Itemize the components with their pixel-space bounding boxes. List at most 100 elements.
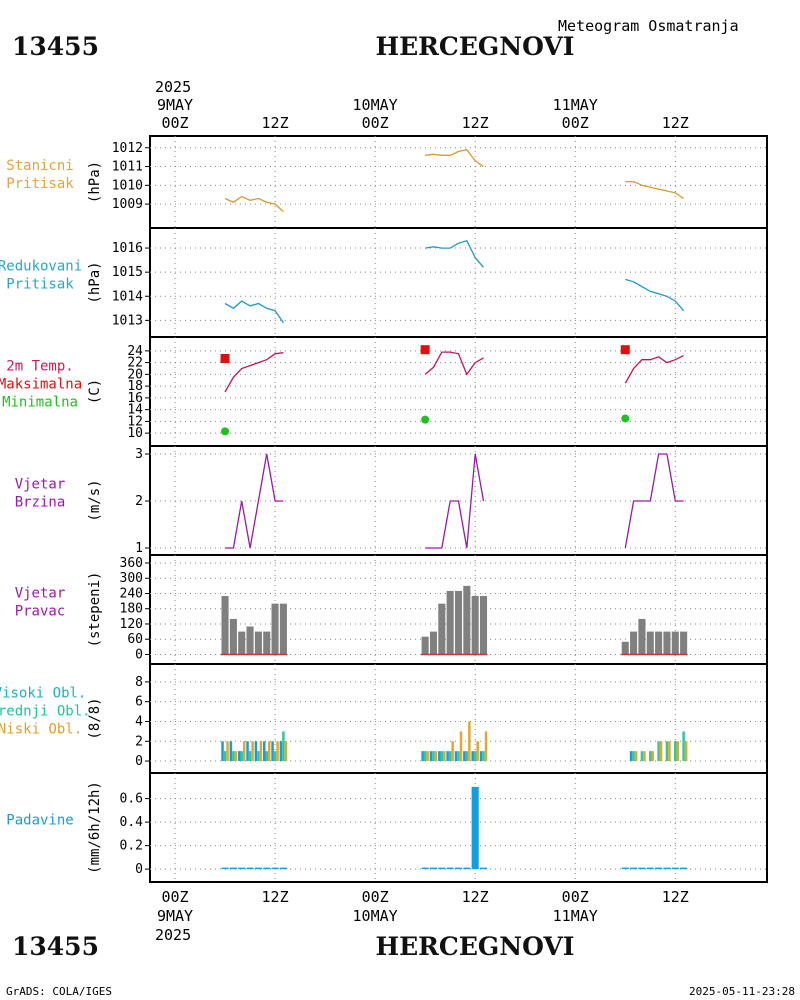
bottom-year-label: 2025 — [155, 926, 191, 944]
wind-direction-bar — [454, 590, 463, 655]
cloud-bar — [229, 741, 233, 762]
min-temp-marker — [621, 414, 630, 423]
bottom-day-label: 9MAY — [157, 907, 193, 925]
precip-bar — [279, 867, 287, 870]
y-tick-label: 0.4 — [120, 815, 144, 830]
series-line — [224, 351, 284, 393]
cloud-bar — [676, 741, 680, 762]
precip-bar — [463, 867, 471, 870]
y-tick-label: 8 — [135, 675, 143, 690]
panel-title-label: Padavine — [6, 813, 73, 829]
y-tick-label: 180 — [120, 602, 143, 617]
cloud-bar — [468, 721, 471, 762]
wind-direction-bar — [438, 603, 446, 655]
cloud-bar — [649, 751, 652, 762]
cloud-bar — [463, 751, 466, 762]
cloud-bar — [674, 741, 677, 762]
series-line — [625, 180, 684, 200]
precip-bar — [621, 867, 629, 870]
top-tick-label: 00Z — [161, 114, 188, 132]
footer-station-name: HERCEGNOVI — [375, 932, 574, 961]
y-tick-label: 1011 — [112, 160, 143, 175]
y-tick-label: 2 — [135, 494, 143, 509]
wind-direction-bar — [429, 631, 438, 655]
min-temp-marker — [221, 427, 230, 436]
panel-title-label: Visoki Obl. — [0, 686, 86, 702]
wind-direction-bar — [246, 626, 254, 655]
cloud-bar — [282, 731, 285, 762]
y-tick-label: 1016 — [112, 241, 143, 256]
y-tick-label: 2 — [135, 734, 143, 749]
panels-group: 1009101010111012(hPa)StanicniPritisak101… — [0, 135, 768, 883]
precip-bar — [680, 867, 688, 870]
y-tick-label: 14 — [127, 403, 143, 418]
y-tick-label: 0.2 — [120, 839, 143, 854]
cloud-bar — [473, 751, 477, 762]
cloud-bar — [434, 751, 438, 762]
unit-label: (mm/6h/12h) — [87, 781, 103, 874]
cloud-bar — [426, 751, 429, 762]
cloud-bar — [279, 741, 283, 762]
y-tick-label: 0 — [135, 754, 143, 769]
wind-direction-bar — [621, 641, 629, 655]
wind-direction-bar — [271, 603, 279, 655]
panel-title-label: Brzina — [15, 495, 66, 511]
y-tick-label: 3 — [135, 447, 143, 462]
cloud-bar — [482, 751, 485, 762]
panel-title-label: Minimalna — [2, 395, 78, 411]
top-day-label: 10MAY — [353, 96, 398, 114]
bottom-tick-label: 00Z — [161, 888, 188, 906]
cloud-bar — [232, 751, 235, 762]
cloud-bar — [240, 751, 243, 762]
panel-precipitation: 0 0.2 0.4 0.6 (mm/6h/12h) Padavine — [6, 772, 768, 883]
precip-bar — [655, 867, 663, 870]
y-tick-label: 60 — [127, 632, 143, 647]
cloud-bar — [446, 751, 449, 762]
bottom-tick-label: 00Z — [362, 888, 389, 906]
panel-title-label: Vjetar — [15, 586, 66, 602]
bottom-day-label: 10MAY — [353, 907, 398, 925]
precip-bar — [446, 867, 454, 870]
series-line — [424, 351, 484, 376]
top-tick-label: 12Z — [462, 114, 489, 132]
cloud-bar — [471, 751, 474, 762]
y-tick-label: 1014 — [112, 289, 143, 304]
top-day-label: 9MAY — [157, 96, 193, 114]
top-year-label: 2025 — [155, 78, 191, 96]
cloud-bar — [643, 751, 646, 762]
precip-bar — [429, 867, 438, 870]
cloud-bar — [479, 751, 483, 762]
wind-direction-bar — [630, 631, 638, 655]
y-tick-label: 0 — [135, 862, 143, 877]
top-day-label: 11MAY — [553, 96, 598, 114]
panel-title-label: Vjetar — [15, 477, 66, 493]
precip-bar — [221, 867, 229, 870]
bottom-tick-label: 12Z — [462, 888, 489, 906]
y-tick-label: 0.6 — [120, 792, 143, 807]
y-tick-label: 1009 — [112, 197, 143, 212]
precip-bar — [238, 867, 246, 870]
precip-bar — [479, 867, 488, 870]
cloud-bar — [423, 751, 427, 762]
cloud-bar — [276, 741, 279, 762]
series-line — [625, 278, 685, 312]
footer-credit: GrADS: COLA/IGES — [6, 985, 112, 998]
panel-title-label: Pritisak — [6, 277, 74, 293]
panel-title-label: Stanicni — [6, 158, 73, 174]
cloud-bar — [438, 751, 441, 762]
footer-station-id: 13455 — [12, 932, 99, 961]
cloud-bar — [465, 751, 469, 762]
y-tick-label: 12 — [127, 414, 143, 429]
y-tick-label: 24 — [127, 344, 143, 359]
bottom-tick-label: 12Z — [262, 888, 289, 906]
cloud-bar — [273, 751, 277, 762]
unit-label: (m/s) — [87, 479, 103, 521]
series-line — [425, 453, 485, 549]
y-tick-label: 22 — [127, 356, 143, 371]
y-tick-label: 1012 — [112, 141, 143, 156]
precip-bar — [646, 867, 654, 870]
series-line — [624, 453, 684, 549]
wind-direction-bar — [671, 631, 679, 655]
